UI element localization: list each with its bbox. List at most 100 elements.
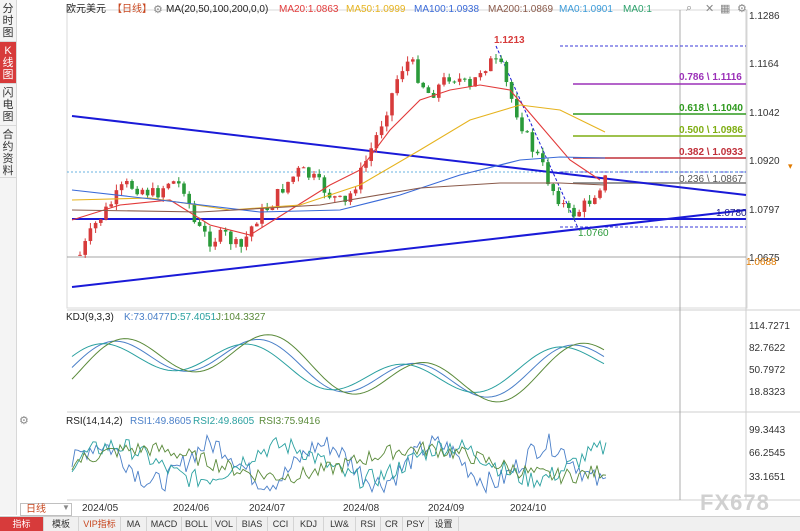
rsi3-value: RSI3:75.9416 [259,416,321,427]
settings-icon[interactable]: ⚙ [153,4,163,16]
ma200-line [71,182,606,213]
candle-body [411,59,415,62]
candle-body [223,229,228,232]
ma-params: MA(20,50,100,200,0,0) [166,4,269,15]
candle-body [296,167,301,177]
candle-body [483,71,488,74]
ma20-line [71,84,601,236]
kdj-k: K:73.0477 [124,312,170,323]
ma0-value: MA0:1.0901 [559,4,613,15]
candle-body [88,228,93,242]
tab-ma[interactable]: MA [121,517,147,531]
candle-body [395,79,399,94]
candle-body [83,241,87,255]
candle-body [322,177,327,193]
fib-618: 0.618 \ 1.1040 [679,103,743,114]
tab-boll[interactable]: BOLL [182,517,212,531]
candle-body [416,59,420,83]
tab-template[interactable]: 模板 [44,517,79,531]
grid-icon[interactable]: ▦ [720,3,731,15]
indicator-tab-bar: 指标 模板 VIP指标 MA MACD BOLL VOL BIAS CCI KD… [0,516,800,531]
tab-lwr[interactable]: LW& [324,517,356,531]
candle-body [582,200,587,212]
tab-vol[interactable]: VOL [212,517,237,531]
kdj-d-line [71,343,605,393]
candle-body [255,223,259,227]
ma20-value: MA20:1.0863 [279,4,339,15]
descending-trendline [71,115,747,196]
price-tick: 1.0920 [749,156,780,167]
candle-body [603,175,607,191]
kdj-j: J:104.3327 [216,312,266,323]
ma100-value: MA100:1.0938 [414,4,480,15]
candle-body [353,189,358,194]
candle-body [260,208,264,224]
tab-bias[interactable]: BIAS [237,517,268,531]
rsi-tick: 33.1651 [749,472,786,483]
ma0b-value: MA0:1 [623,4,652,15]
kdj-tick: 114.7271 [749,321,790,332]
support-price-label: 1.0688 [746,257,777,268]
candle-body [187,193,191,204]
chevron-down-icon[interactable]: ▼ [62,503,70,512]
price-tick: 1.1042 [749,108,780,119]
candle-body [551,184,555,191]
price-chart[interactable] [17,0,800,516]
candle-body [359,167,363,190]
candle-body [525,131,529,133]
tab-cr[interactable]: CR [381,517,403,531]
ma200-value: MA200:1.0869 [488,4,554,15]
candle-body [229,231,233,245]
period-selector[interactable]: 日线 [20,503,72,516]
kdj-tick: 82.7622 [749,343,786,354]
ma50-value: MA50:1.0999 [346,4,406,15]
candle-body [171,181,176,184]
tab-rsi[interactable]: RSI [356,517,381,531]
fib-236: 0.236 \ 1.0867 [679,174,743,185]
search-icon[interactable]: ⌕ [686,2,693,14]
date-tick: 2024/09 [428,503,465,514]
tab-psy[interactable]: PSY [403,517,429,531]
candle-body [234,239,238,245]
rsi2-value: RSI2:49.8605 [193,416,255,427]
settings-icon[interactable]: ⚙ [19,415,29,427]
tab-cci[interactable]: CCI [268,517,294,531]
rsi-title: RSI(14,14,2) [66,416,123,427]
candle-body [177,181,181,184]
candle-body [197,222,202,226]
rsi-tick: 99.3443 [749,425,786,436]
settings2-icon[interactable]: ⚙ [737,3,747,15]
candle-body [99,219,103,223]
candle-body [598,190,602,198]
candle-body [457,78,462,82]
candle-body [151,188,155,196]
candle-body [499,58,503,63]
tab-vip-indicators[interactable]: VIP指标 [79,517,121,531]
cross-icon[interactable]: ✕ [705,3,715,15]
candle-body [504,62,509,83]
candle-body [561,203,566,205]
candle-body [520,117,524,132]
candle-body [374,135,379,149]
high-annotation: 1.1213 [494,35,525,46]
candle-body [385,115,389,127]
candle-body [364,160,368,168]
candle-body [312,173,316,178]
tab-kdj[interactable]: KDJ [294,517,324,531]
period-label: 【日线】 [112,4,152,15]
candle-body [577,211,581,217]
tab-time-sharing[interactable]: 分时图 [0,0,16,42]
tab-contract-info[interactable]: 合约资料 [0,126,16,178]
kdj-k-line [71,338,605,398]
candle-body [489,58,493,72]
candle-body [390,93,394,116]
candle-body [421,82,425,88]
tab-settings[interactable]: 设置 [429,517,459,531]
tab-flash-chart[interactable]: 闪电图 [0,84,16,126]
tab-macd[interactable]: MACD [147,517,182,531]
tab-indicators[interactable]: 指标 [0,517,44,531]
candle-body [301,167,306,169]
fib-786: 0.786 \ 1.1116 [679,72,742,83]
